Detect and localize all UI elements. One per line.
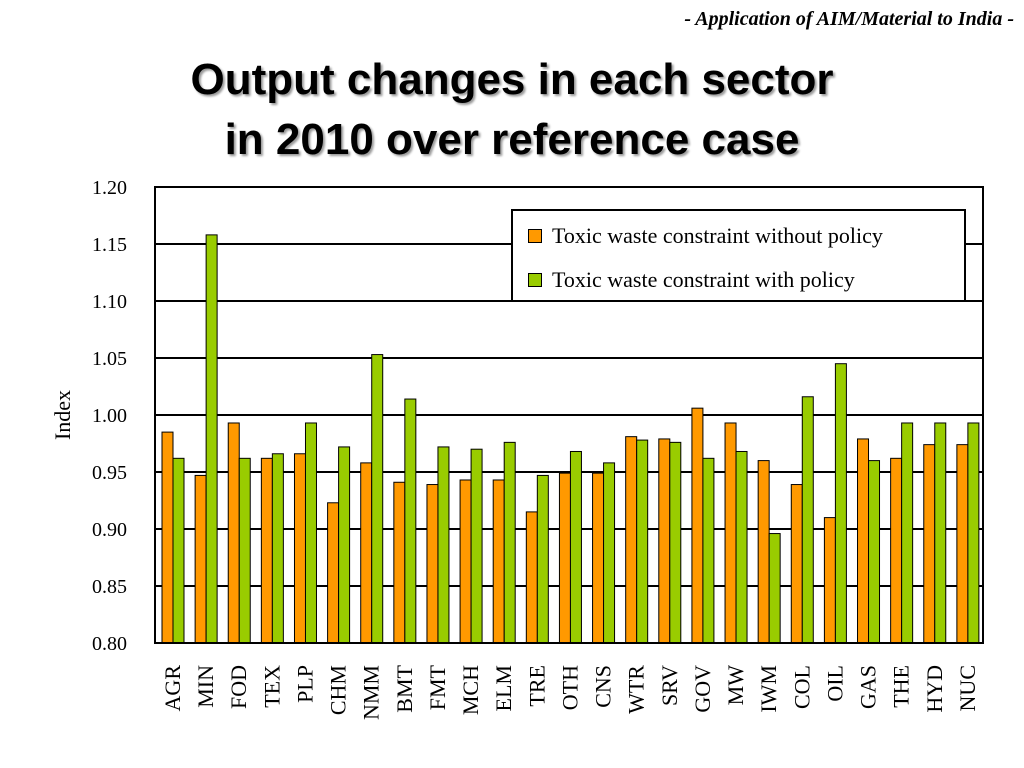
bar-srv-with-policy [669,441,682,644]
bar-chm-with-policy [338,446,351,644]
bar-hyd-without-policy [923,444,936,644]
bar-iwm-with-policy [768,533,781,644]
title-line-2: in 2010 over reference case [224,115,800,164]
bar-nuc-with-policy [967,422,980,644]
legend-label-without-policy: Toxic waste constraint without policy [552,223,883,248]
x-tick-label-fod: FOD [226,665,251,709]
x-tick-label-min: MIN [193,665,218,708]
bar-fod-with-policy [238,457,251,644]
x-tick-label-tex: TEX [259,665,284,708]
bar-min-without-policy [194,474,207,644]
bar-gov-without-policy [691,407,704,644]
bar-srv-without-policy [658,438,671,644]
bar-the-without-policy [890,457,903,644]
bar-fmt-with-policy [437,446,450,644]
x-tick-label-nuc: NUC [955,665,980,711]
y-tick-label: 0.95 [92,462,127,484]
x-tick-label-the: THE [889,665,914,708]
legend-label-with-policy: Toxic waste constraint with policy [552,267,855,292]
bar-gas-without-policy [857,438,870,644]
bar-oil-with-policy [834,363,847,644]
plot-border [154,186,984,644]
bar-bmt-without-policy [393,481,406,644]
bar-cns-with-policy [603,462,616,644]
x-tick-label-oth: OTH [557,665,582,710]
bar-cns-without-policy [592,472,605,644]
x-tick-label-plp: PLP [292,665,317,703]
bar-wtr-with-policy [636,439,649,644]
y-tick-label: 1.10 [92,291,127,313]
x-tick-label-fmt: FMT [425,664,450,710]
bar-col-without-policy [790,484,803,644]
bar-fod-without-policy [227,422,240,644]
bar-agr-with-policy [172,457,185,644]
x-tick-label-wtr: WTR [624,665,649,714]
bar-mw-with-policy [735,450,748,644]
bar-bmt-with-policy [404,398,417,644]
y-axis-label: Index [50,390,75,440]
header-note: - Application of AIM/Material to India - [684,8,1014,30]
x-tick-label-srv: SRV [657,665,682,706]
bar-gov-with-policy [702,457,715,644]
y-tick-label: 0.90 [92,519,127,541]
x-tick-label-nmm: NMM [359,665,384,720]
bar-mch-without-policy [459,479,472,644]
bar-oth-without-policy [558,472,571,644]
x-tick-label-cns: CNS [591,665,616,708]
bar-elm-without-policy [492,479,505,644]
legend-swatch-with-policy [528,273,542,287]
bar-oil-without-policy [823,517,836,644]
bar-tex-without-policy [260,457,273,644]
legend: Toxic waste constraint without policy To… [511,209,966,302]
bar-min-with-policy [205,234,218,644]
y-tick-label: 0.80 [92,633,127,655]
x-tick-label-chm: CHM [326,665,351,715]
bar-tre-with-policy [536,474,549,644]
x-tick-label-bmt: BMT [392,664,417,712]
bar-plp-with-policy [304,422,317,644]
x-tick-label-mw: MW [723,665,748,706]
y-tick-label: 1.20 [92,177,127,199]
x-tick-label-agr: AGR [160,665,185,712]
bar-col-with-policy [801,396,814,644]
bar-nmm-with-policy [371,354,384,644]
bar-nuc-without-policy [956,444,969,644]
y-tick-label: 0.85 [92,576,127,598]
bar-oth-with-policy [569,450,582,644]
x-tick-label-col: COL [789,665,814,709]
bar-hyd-with-policy [934,422,947,644]
bar-nmm-without-policy [360,462,373,644]
legend-item-with-policy: Toxic waste constraint with policy [528,267,855,293]
bar-mch-with-policy [470,448,483,644]
x-tick-label-gas: GAS [856,665,881,709]
x-tick-label-elm: ELM [491,665,516,711]
title-line-1: Output changes in each sector [190,55,834,104]
bar-mw-without-policy [724,422,737,644]
x-tick-label-iwm: IWM [756,665,781,713]
x-tick-label-hyd: HYD [922,665,947,713]
legend-item-without-policy: Toxic waste constraint without policy [528,223,883,249]
y-tick-label: 1.15 [92,234,127,256]
bar-iwm-without-policy [757,460,770,644]
x-tick-label-mch: MCH [458,665,483,715]
x-tick-label-oil: OIL [822,665,847,702]
bar-gas-with-policy [868,460,881,644]
legend-swatch-without-policy [528,229,542,243]
bar-plp-without-policy [293,453,306,644]
x-tick-label-gov: GOV [690,665,715,713]
y-tick-label: 1.00 [92,405,127,427]
x-tick-label-tre: TRE [524,665,549,707]
bar-the-with-policy [901,422,914,644]
chart-title: Output changes in each sector in 2010 ov… [0,50,1024,170]
bar-wtr-without-policy [625,436,638,644]
bar-agr-without-policy [161,431,174,644]
bar-elm-with-policy [503,441,516,644]
bar-fmt-without-policy [426,484,439,644]
bar-tre-without-policy [525,511,538,644]
y-tick-label: 1.05 [92,348,127,370]
bar-tex-with-policy [271,453,284,644]
bar-chm-without-policy [327,502,340,644]
